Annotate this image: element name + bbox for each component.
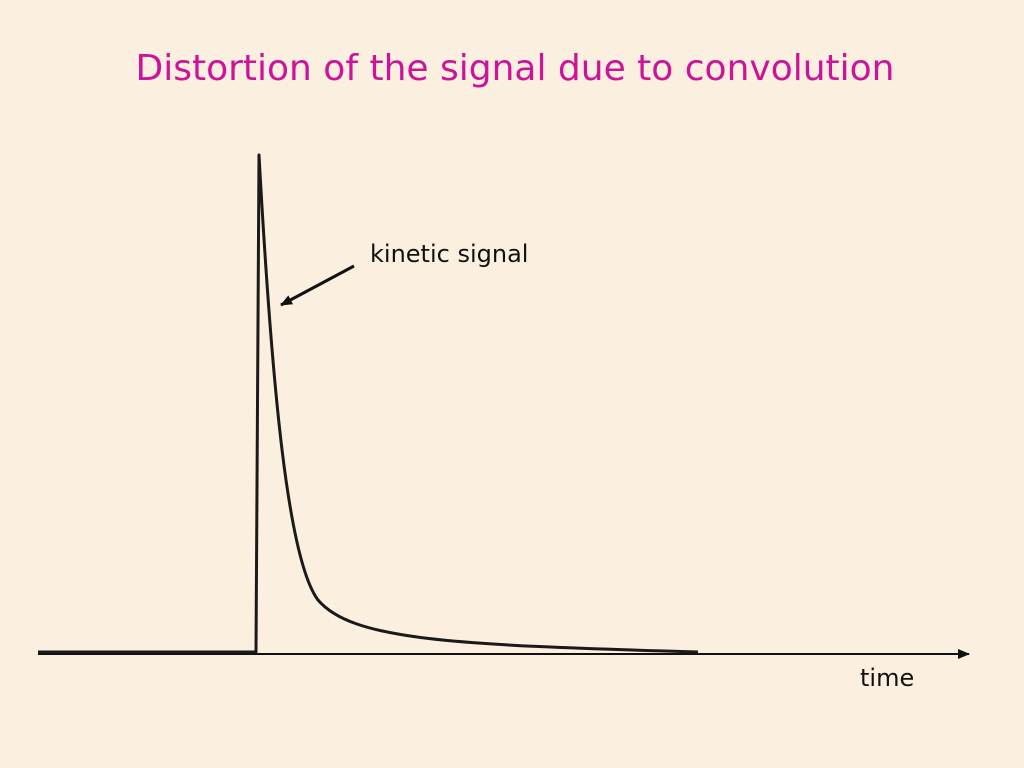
axis-label: time [860,664,914,692]
signal-curve [38,153,699,654]
annotation-label: kinetic signal [370,240,528,268]
annotation-arrow [280,264,355,307]
slide-title: Distortion of the signal due to convolut… [135,48,894,89]
